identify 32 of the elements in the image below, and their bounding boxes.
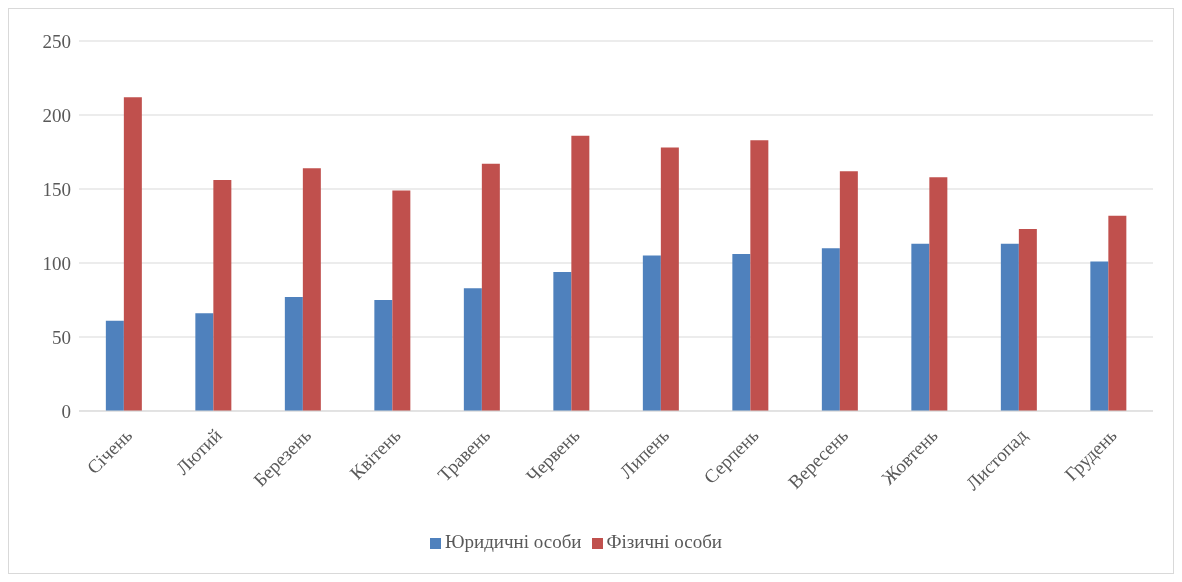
y-tick-label: 100	[42, 252, 71, 274]
y-tick-label: 50	[52, 326, 71, 348]
bar	[642, 255, 661, 411]
y-tick-label: 150	[42, 178, 71, 200]
bar	[1018, 228, 1037, 411]
bar	[929, 177, 948, 411]
bar	[750, 140, 769, 411]
bar	[284, 297, 303, 411]
bar	[213, 180, 232, 411]
bar	[839, 171, 858, 411]
y-tick-label: 200	[42, 104, 71, 126]
bar	[821, 248, 840, 411]
bar	[105, 320, 124, 411]
bar	[302, 168, 321, 411]
bar	[481, 163, 500, 411]
bar	[660, 147, 679, 411]
bar	[732, 254, 751, 411]
legend-label: Юридичні особи	[445, 531, 582, 552]
y-tick-label: 250	[42, 30, 71, 52]
legend-label: Фізичні особи	[606, 531, 722, 552]
bar	[1000, 243, 1019, 411]
bar	[195, 313, 214, 411]
bar	[392, 190, 411, 411]
bar	[123, 97, 142, 411]
y-tick-label: 0	[61, 400, 71, 422]
bar	[1090, 261, 1109, 411]
bar	[553, 271, 572, 411]
bar	[571, 135, 590, 411]
bar	[911, 243, 930, 411]
bar	[1108, 215, 1127, 411]
bar	[374, 300, 393, 411]
bar	[463, 288, 482, 411]
